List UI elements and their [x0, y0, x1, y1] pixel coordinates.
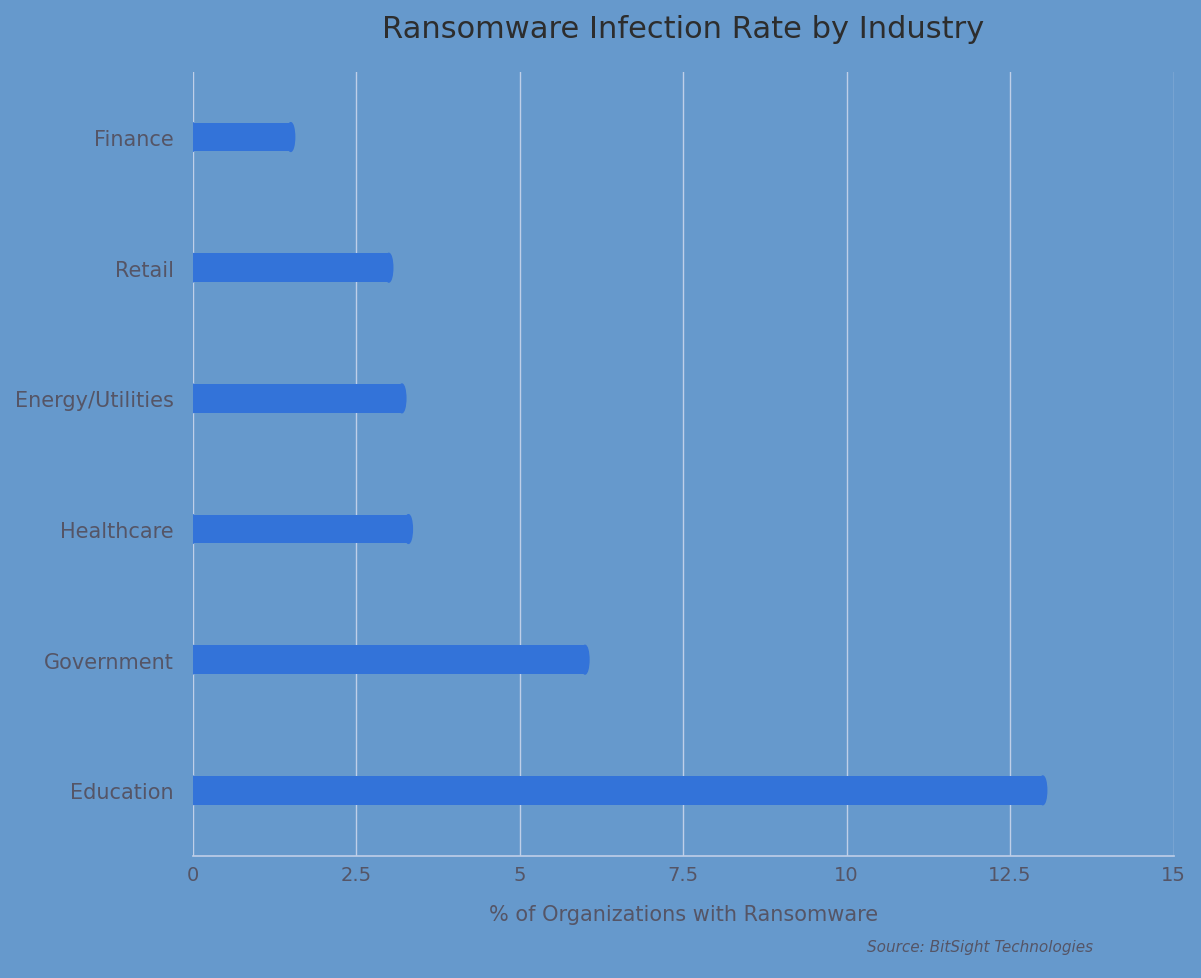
Ellipse shape	[384, 254, 393, 283]
X-axis label: % of Organizations with Ransomware: % of Organizations with Ransomware	[489, 904, 878, 924]
Ellipse shape	[287, 123, 294, 153]
Bar	[192, 123, 291, 153]
Ellipse shape	[581, 645, 588, 675]
Ellipse shape	[189, 123, 197, 153]
Ellipse shape	[398, 384, 406, 414]
Title: Ransomware Infection Rate by Industry: Ransomware Infection Rate by Industry	[382, 15, 984, 44]
Ellipse shape	[1039, 777, 1047, 805]
Bar	[192, 254, 389, 283]
Bar	[192, 645, 585, 675]
Ellipse shape	[189, 645, 197, 675]
Ellipse shape	[189, 254, 197, 283]
Bar	[192, 777, 1042, 805]
Text: Source: BitSight Technologies: Source: BitSight Technologies	[867, 939, 1093, 954]
Ellipse shape	[405, 515, 412, 544]
Ellipse shape	[189, 777, 197, 805]
Bar	[192, 515, 408, 544]
Ellipse shape	[189, 384, 197, 414]
Bar	[192, 384, 402, 414]
Ellipse shape	[189, 515, 197, 544]
